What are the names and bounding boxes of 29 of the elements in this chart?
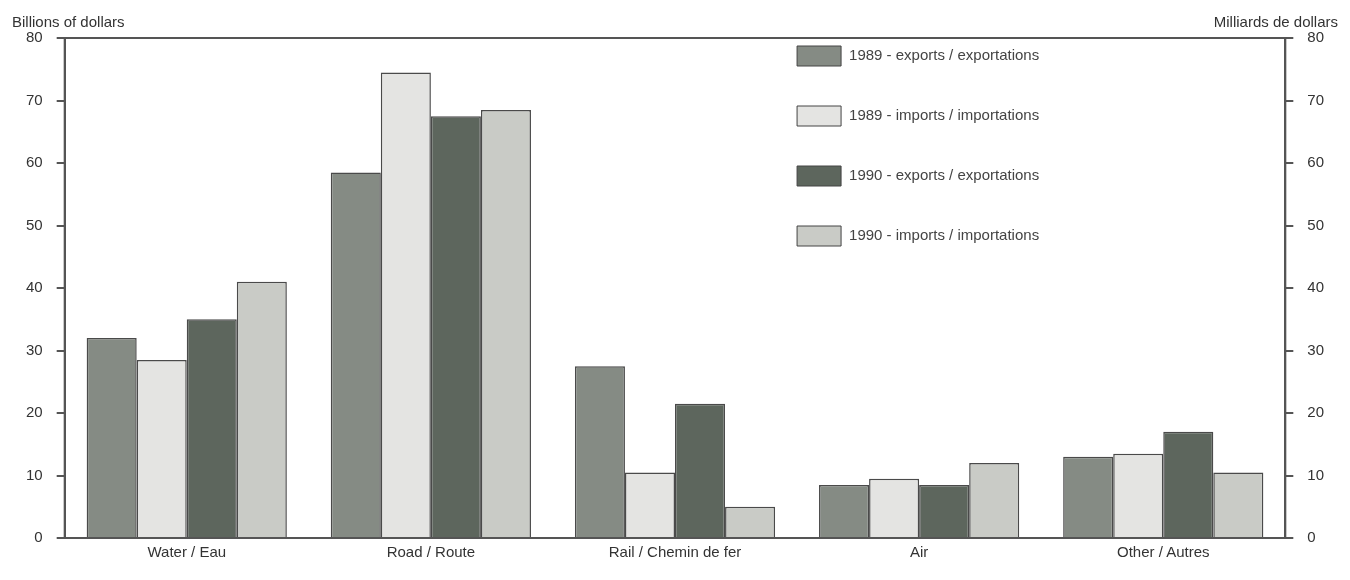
y-tick-label: 60: [26, 153, 43, 171]
y-tick-label: 10: [26, 465, 43, 483]
x-tick-label: Road / Route: [386, 543, 476, 561]
y2-tick-label: 50: [1307, 215, 1324, 233]
x-tick-label: Air: [909, 543, 929, 561]
y2-tick-label: 70: [1307, 90, 1324, 108]
x-tick-label: Other / Autres: [1116, 543, 1210, 561]
x-tick-label: Water / Eau: [147, 543, 227, 561]
legend-label: 1989 - exports / exportations: [849, 46, 1040, 64]
y2-tick-label: 80: [1307, 28, 1324, 46]
y2-tick-label: 20: [1307, 403, 1324, 421]
y-axis-title: Billions of dollars: [12, 12, 125, 30]
y2-tick-label: 60: [1307, 153, 1324, 171]
y2-tick-label: 0: [1307, 528, 1316, 546]
legend-label: 1989 - imports / importations: [849, 106, 1040, 124]
y-tick-label: 50: [26, 215, 43, 233]
y2-tick-label: 40: [1307, 278, 1324, 296]
y-tick-label: 40: [26, 278, 43, 296]
y2-tick-label: 10: [1307, 465, 1324, 483]
y-tick-label: 80: [26, 28, 43, 46]
y-tick-label: 30: [26, 340, 43, 358]
y2-axis-title: Milliards de dollars: [1213, 12, 1338, 30]
legend-label: 1990 - imports / importations: [849, 226, 1040, 244]
x-tick-label: Rail / Chemin de fer: [608, 543, 742, 561]
y-tick-label: 20: [26, 403, 43, 421]
y-tick-label: 70: [26, 90, 43, 108]
y2-tick-label: 30: [1307, 340, 1324, 358]
y-tick-label: 0: [34, 528, 43, 546]
legend-label: 1990 - exports / exportations: [849, 166, 1040, 184]
